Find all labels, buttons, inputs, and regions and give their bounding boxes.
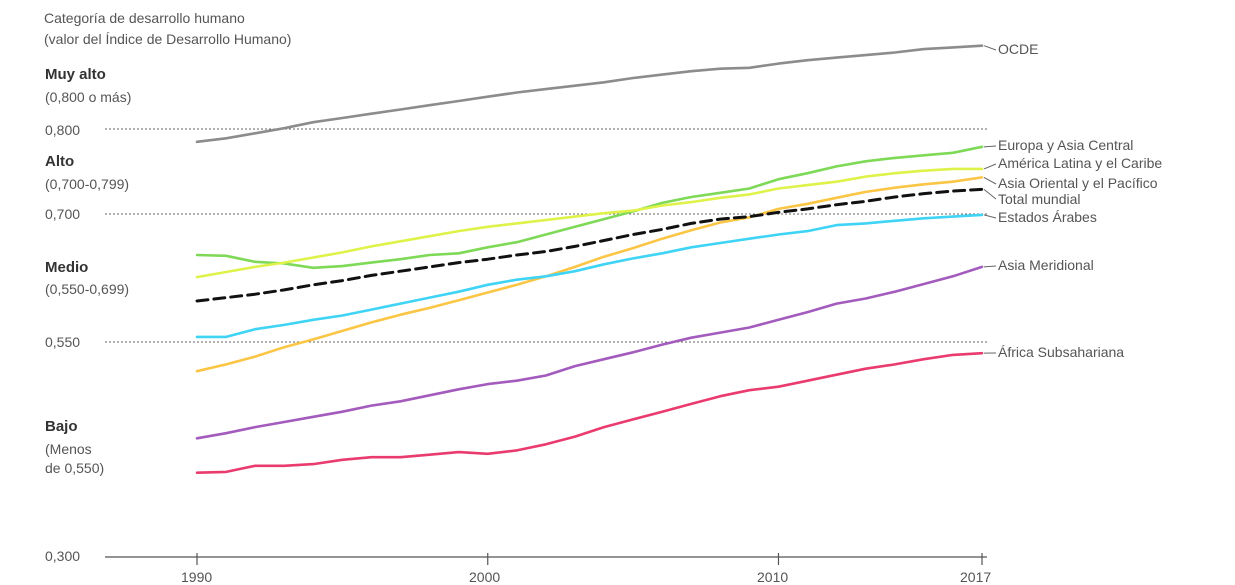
series-line-0 xyxy=(195,44,984,144)
category-muy-alto-range: (0,800 o más) xyxy=(45,89,132,105)
chart-title-line1: Categoría de desarrollo humano xyxy=(44,10,245,26)
category-alto: Alto xyxy=(45,153,75,170)
series-line-3 xyxy=(195,176,984,373)
axes xyxy=(105,553,987,565)
x-tick-label: 2000 xyxy=(469,569,501,585)
threshold-lines xyxy=(105,128,987,343)
category-bajo: Bajo xyxy=(45,418,78,435)
category-medio-range: (0,550-0,699) xyxy=(45,281,130,297)
chart-title-line2: (valor del Índice de Desarrollo Humano) xyxy=(44,31,292,47)
label-leaders xyxy=(983,45,997,354)
leader-line xyxy=(983,163,997,170)
x-tick-label: 2017 xyxy=(960,569,992,585)
leader-line xyxy=(983,45,997,51)
category-bajo-range-line2: de 0,550) xyxy=(45,460,105,476)
category-bajo-range-line1: (Menos xyxy=(45,441,92,457)
series-line-4 xyxy=(195,187,984,303)
leader-line xyxy=(983,188,997,200)
series-label-asia-meridional: Asia Meridional xyxy=(998,257,1094,273)
y-tick-label: 0,550 xyxy=(45,334,81,350)
leader-line xyxy=(983,214,997,219)
series-label-africa-subsahariana: África Subsahariana xyxy=(998,344,1125,360)
series-line-6 xyxy=(195,265,984,440)
series-label-america-latina: América Latina y el Caribe xyxy=(998,155,1163,171)
series-label-europa-asia-central: Europa y Asia Central xyxy=(998,137,1134,153)
category-alto-range: (0,700-0,799) xyxy=(45,176,130,192)
y-tick-label: 0,300 xyxy=(45,548,81,564)
category-medio: Medio xyxy=(45,259,89,276)
x-tick-label: 2010 xyxy=(757,569,789,585)
series-label-asia-oriental: Asia Oriental y el Pacífico xyxy=(998,175,1158,191)
series-label-estados-arabes: Estados Árabes xyxy=(998,209,1097,225)
series-line-7 xyxy=(195,351,984,475)
leader-line xyxy=(983,145,997,148)
y-tick-label: 0,700 xyxy=(45,206,81,222)
series-line-5 xyxy=(195,213,984,339)
series-label-ocde: OCDE xyxy=(998,41,1039,57)
series-lines xyxy=(195,44,984,475)
y-tick-label: 0,800 xyxy=(45,122,81,138)
x-tick-label: 1990 xyxy=(181,569,213,585)
leader-line xyxy=(983,265,997,268)
category-muy-alto: Muy alto xyxy=(45,66,106,83)
series-line-1 xyxy=(195,145,984,270)
series-label-total-mundial: Total mundial xyxy=(998,191,1081,207)
leader-line xyxy=(983,177,997,185)
series-line-2 xyxy=(195,167,984,279)
